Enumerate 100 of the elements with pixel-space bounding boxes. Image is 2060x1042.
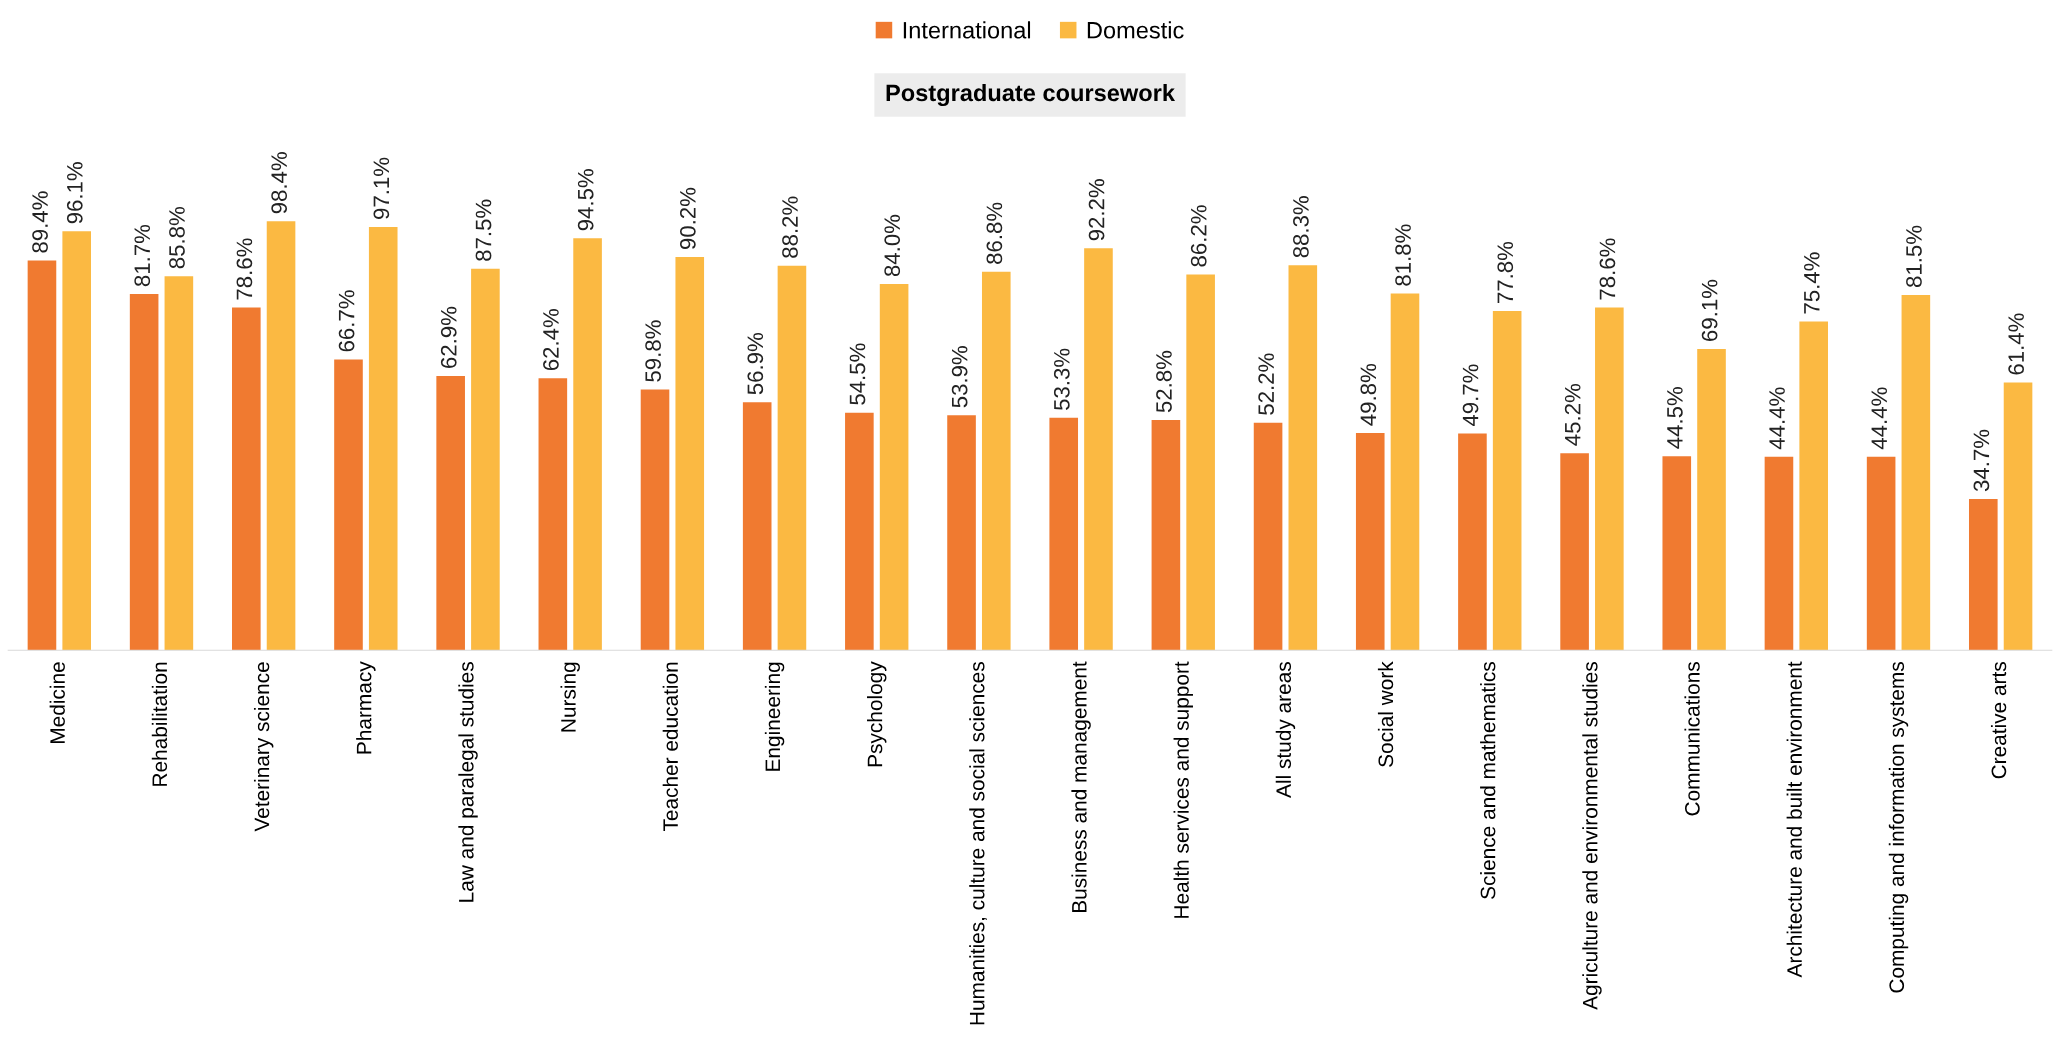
bar: [164, 276, 194, 651]
x-tick-label: Creative arts: [1990, 662, 2007, 779]
bar: [1151, 420, 1181, 651]
bar: [1662, 456, 1692, 651]
bar: [1697, 348, 1726, 651]
x-tick-label: Pharmacy: [356, 661, 376, 754]
bar: [947, 415, 976, 651]
bar: [62, 231, 91, 651]
bar: [334, 359, 363, 651]
data-label: 66.7%: [338, 290, 355, 352]
bar: [266, 221, 296, 651]
bar: [1764, 456, 1794, 651]
bar: [368, 226, 398, 651]
data-label: 49.7%: [1462, 364, 1479, 427]
data-label: 77.8%: [1497, 241, 1514, 303]
bar: [1560, 453, 1589, 651]
bar: [1458, 433, 1487, 651]
bar: [1288, 265, 1318, 651]
data-label: 44.4%: [1871, 387, 1887, 450]
bar: [981, 271, 1011, 651]
data-label: 62.4%: [543, 309, 559, 371]
data-label: 86.2%: [1190, 205, 1207, 267]
data-label: 52.8%: [1156, 350, 1172, 413]
data-label: 49.8%: [1360, 363, 1377, 426]
data-label: 84.0%: [884, 214, 901, 277]
x-tick-label: Communications: [1684, 662, 1700, 816]
x-tick-label: Health services and support: [1173, 661, 1193, 918]
data-label: 88.3%: [1293, 196, 1309, 258]
x-tick-label: Science and mathematics: [1480, 662, 1496, 899]
bar: [1595, 307, 1624, 651]
data-label: 94.5%: [577, 169, 594, 231]
data-label: 53.9%: [951, 346, 968, 408]
data-label: 34.7%: [1973, 429, 1990, 492]
data-label: 92.2%: [1088, 179, 1105, 241]
bar: [1253, 422, 1283, 651]
bar: [845, 412, 874, 651]
data-label: 45.2%: [1564, 384, 1581, 446]
data-label: 97.1%: [373, 157, 390, 219]
data-label: 61.4%: [2008, 313, 2025, 375]
data-label: 87.5%: [475, 199, 492, 261]
data-label: 88.2%: [782, 196, 798, 258]
bar: [1390, 293, 1420, 651]
bar: [129, 294, 159, 651]
data-label: 90.2%: [679, 187, 696, 250]
data-label: 89.4%: [32, 191, 48, 253]
x-tick-label: Social work: [1377, 661, 1394, 767]
data-label: 85.8%: [169, 207, 185, 269]
bar: [538, 378, 568, 651]
data-label: 75.4%: [1804, 252, 1820, 314]
bar: [1492, 311, 1522, 651]
data-label: 59.8%: [645, 320, 661, 382]
bar: [640, 389, 670, 651]
bar: [1799, 321, 1828, 651]
x-tick-label: Architecture and built environment: [1786, 661, 1802, 978]
bar: [1049, 417, 1079, 651]
data-label: 53.3%: [1053, 348, 1070, 411]
x-tick-label: Agriculture and environmental studies: [1582, 662, 1602, 1010]
x-tick-label: Business and management: [1071, 661, 1091, 913]
bar: [573, 238, 602, 651]
x-tick-label: All study areas: [1275, 662, 1296, 798]
legend-label: Domestic: [1087, 21, 1184, 39]
bar: [879, 284, 909, 651]
data-label: 44.4%: [1769, 387, 1785, 450]
x-tick-label: Psychology: [867, 661, 887, 767]
data-label: 44.5%: [1667, 387, 1683, 449]
bar: [1084, 248, 1113, 651]
bar: [471, 268, 500, 651]
data-label: 96.1%: [66, 162, 83, 224]
data-label: 86.8%: [986, 202, 1003, 264]
bar: [436, 376, 465, 651]
bar: [1186, 274, 1215, 651]
x-tick-label: Humanities, culture and social sciences: [969, 662, 987, 1025]
data-label: 62.9%: [440, 306, 457, 368]
data-label: 78.6%: [236, 238, 253, 300]
bar: [1901, 294, 1931, 651]
data-label: 54.5%: [849, 343, 866, 405]
data-label: 81.7%: [134, 224, 151, 287]
bar: [1866, 456, 1896, 651]
data-label: 52.2%: [1258, 353, 1275, 415]
bar: [27, 260, 57, 651]
x-tick-label: Nursing: [560, 662, 580, 732]
bar: [2003, 382, 2033, 651]
bar: [777, 265, 807, 651]
data-label: 69.1%: [1701, 279, 1718, 341]
x-tick-label: Rehabilitation: [151, 662, 168, 786]
bar: [1355, 433, 1385, 651]
chart-title: Postgraduate coursework: [886, 83, 1176, 107]
x-tick-label: Veterinary science: [253, 662, 274, 832]
bar: [742, 402, 772, 651]
x-tick-label: Engineering: [764, 662, 785, 771]
bar: [232, 307, 261, 651]
data-label: 81.5%: [1906, 225, 1922, 288]
x-tick-label: Computing and information systems: [1888, 662, 1909, 993]
data-label: 98.4%: [271, 152, 288, 214]
data-label: 78.6%: [1599, 238, 1616, 300]
x-tick-label: Medicine: [49, 662, 65, 743]
bar: [675, 257, 705, 651]
legend-label: International: [903, 21, 1031, 39]
x-tick-label: Teacher education: [662, 662, 678, 832]
bar: [1969, 498, 1998, 651]
